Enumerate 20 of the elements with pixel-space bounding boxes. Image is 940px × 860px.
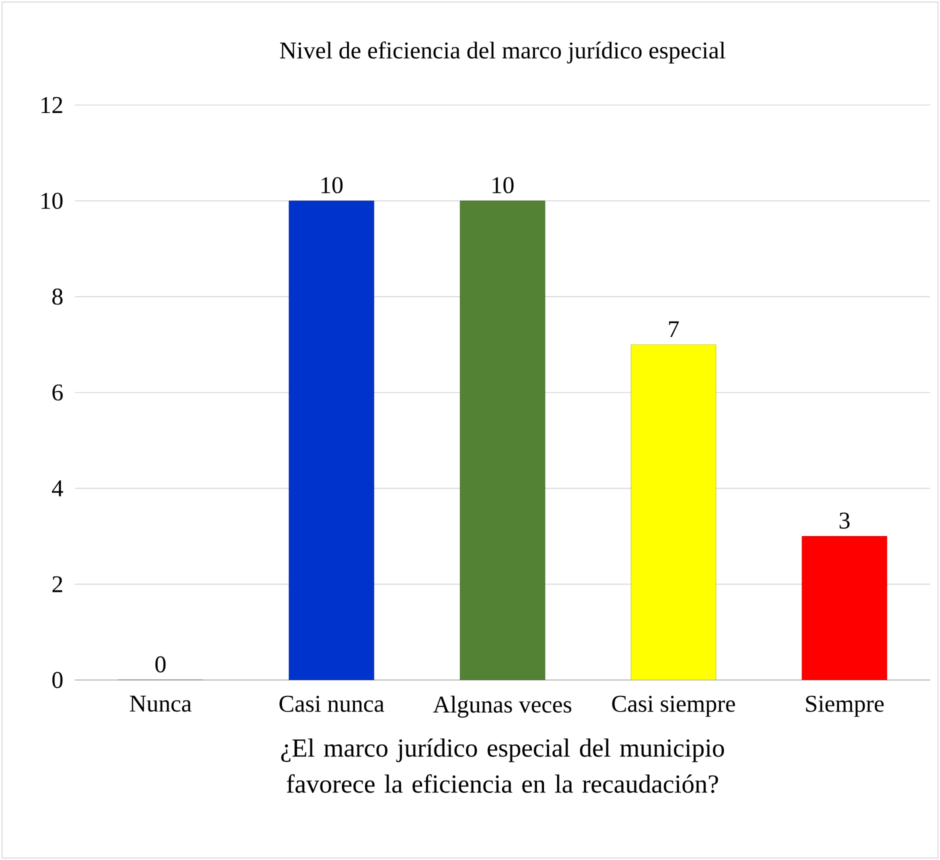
x-axis-title: ¿El marco jurídico especial del municipio favorece la eficiencia en la recaudación? — [281, 738, 724, 793]
y-tick-label: 2 — [52, 576, 62, 592]
y-tick-label: 10 — [42, 192, 63, 209]
bar — [630, 344, 716, 680]
y-tick-label: 12 — [42, 97, 62, 113]
x-tick-label: Casi nunca — [280, 696, 384, 712]
data-label: 10 — [492, 177, 514, 194]
data-label: 3 — [840, 512, 850, 529]
y-tick-label: 4 — [52, 480, 64, 496]
data-label: 10 — [322, 177, 343, 194]
x-tick-label: Casi siempre — [612, 696, 735, 717]
data-label: 7 — [669, 321, 679, 338]
data-label: 0 — [155, 656, 166, 672]
y-tick-label: 8 — [52, 288, 63, 305]
y-tick-label: 0 — [52, 672, 63, 688]
x-tick-label: Algunas veces — [433, 696, 572, 718]
x-tick-label: Nunca — [130, 696, 192, 712]
chart-title: Nivel de eficiencia del marco jurídico especial — [280, 41, 726, 64]
y-tick-label: 6 — [52, 384, 63, 401]
x-tick-label: Siempre — [806, 696, 884, 717]
